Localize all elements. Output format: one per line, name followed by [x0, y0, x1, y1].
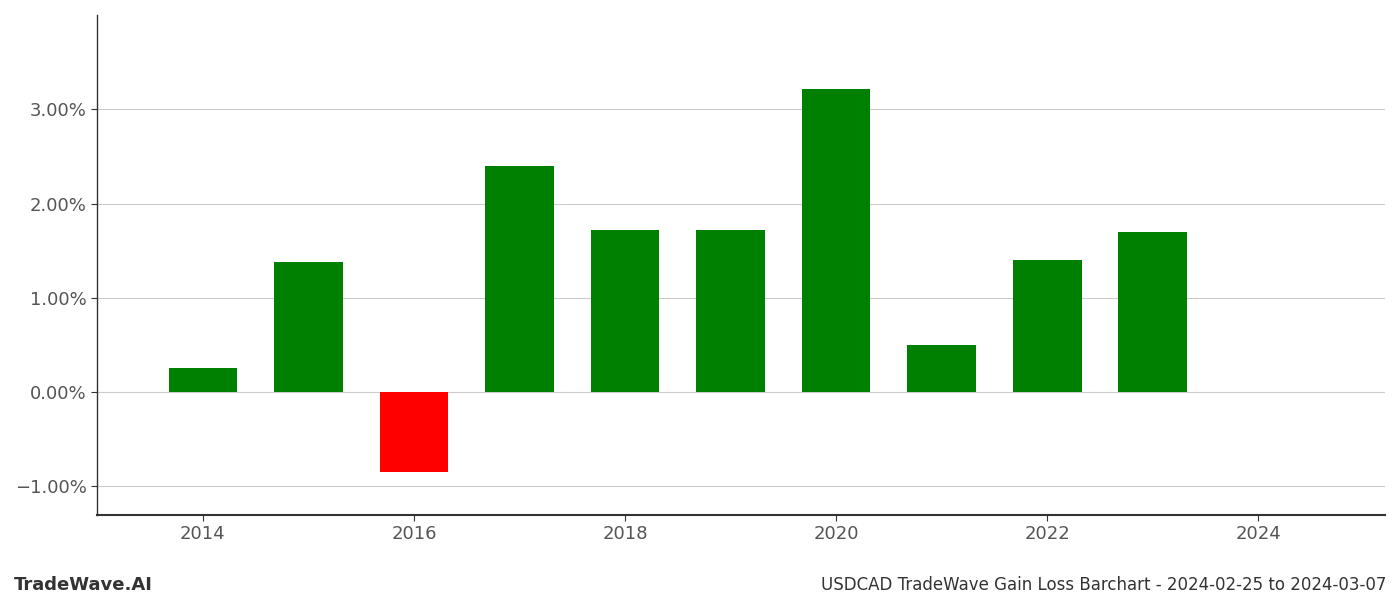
Bar	[168, 368, 237, 392]
Bar	[379, 392, 448, 472]
Bar	[591, 230, 659, 392]
Bar	[907, 345, 976, 392]
Text: USDCAD TradeWave Gain Loss Barchart - 2024-02-25 to 2024-03-07: USDCAD TradeWave Gain Loss Barchart - 20…	[820, 576, 1386, 594]
Bar	[1119, 232, 1187, 392]
Bar	[274, 262, 343, 392]
Bar	[802, 89, 871, 392]
Text: TradeWave.AI: TradeWave.AI	[14, 576, 153, 594]
Bar	[696, 230, 764, 392]
Bar	[486, 166, 554, 392]
Bar	[1014, 260, 1082, 392]
